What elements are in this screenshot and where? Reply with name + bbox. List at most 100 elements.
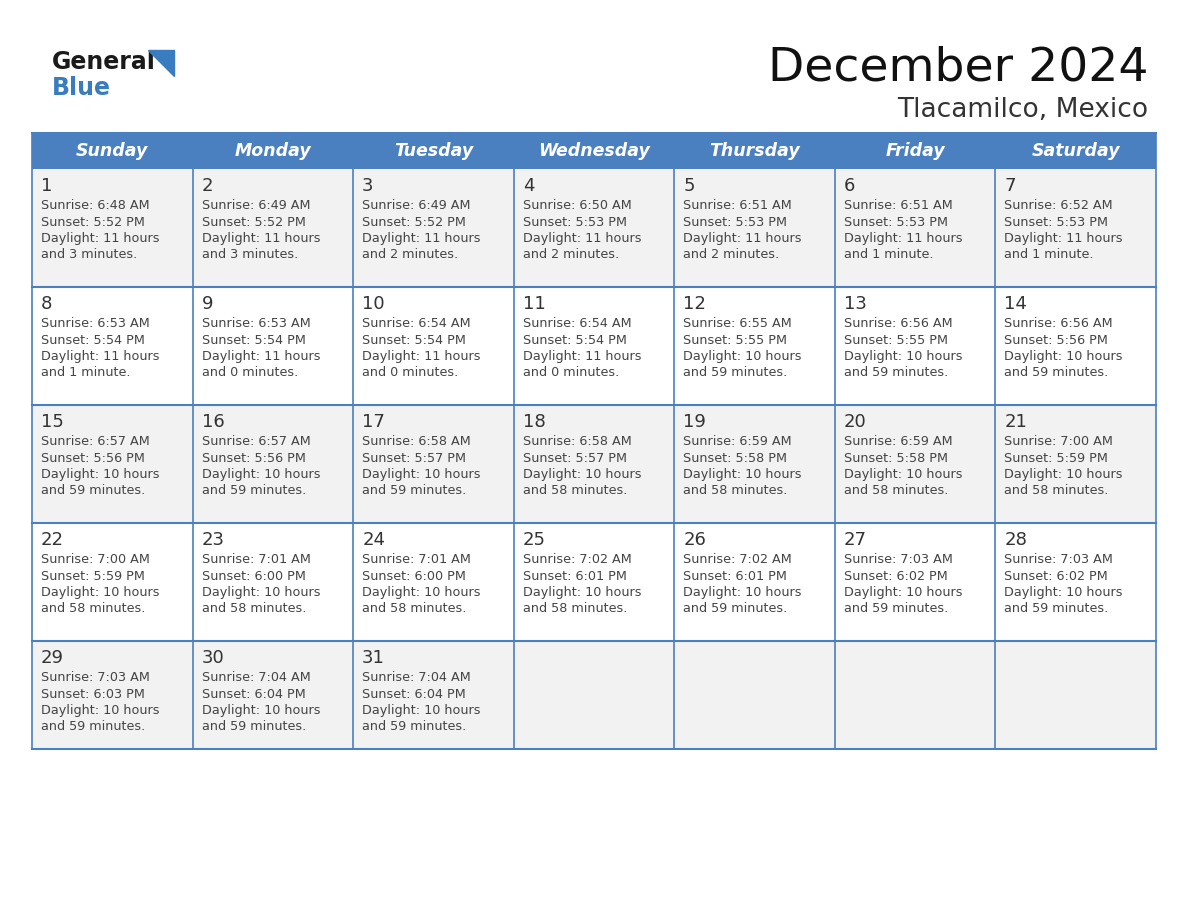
Text: Daylight: 11 hours: Daylight: 11 hours <box>362 232 481 245</box>
Text: 23: 23 <box>202 531 225 549</box>
Polygon shape <box>148 50 173 76</box>
Text: Daylight: 11 hours: Daylight: 11 hours <box>843 232 962 245</box>
Text: Sunset: 5:58 PM: Sunset: 5:58 PM <box>843 452 948 465</box>
Text: and 0 minutes.: and 0 minutes. <box>362 366 459 379</box>
Text: Daylight: 10 hours: Daylight: 10 hours <box>523 586 642 599</box>
Text: Daylight: 10 hours: Daylight: 10 hours <box>683 350 802 363</box>
Text: Daylight: 11 hours: Daylight: 11 hours <box>683 232 802 245</box>
Text: and 59 minutes.: and 59 minutes. <box>42 721 145 733</box>
Text: and 1 minute.: and 1 minute. <box>42 366 131 379</box>
Text: Sunrise: 6:51 AM: Sunrise: 6:51 AM <box>843 199 953 212</box>
Text: Sunset: 6:02 PM: Sunset: 6:02 PM <box>843 569 948 583</box>
Bar <box>32 133 1156 169</box>
Text: Daylight: 11 hours: Daylight: 11 hours <box>1004 232 1123 245</box>
Text: Sunset: 6:00 PM: Sunset: 6:00 PM <box>202 569 305 583</box>
Text: Sunrise: 6:56 AM: Sunrise: 6:56 AM <box>843 317 953 330</box>
Text: and 58 minutes.: and 58 minutes. <box>523 602 627 615</box>
Text: Sunrise: 7:01 AM: Sunrise: 7:01 AM <box>362 553 470 566</box>
Text: Daylight: 10 hours: Daylight: 10 hours <box>1004 468 1123 481</box>
Text: and 59 minutes.: and 59 minutes. <box>1004 366 1108 379</box>
Text: 30: 30 <box>202 649 225 667</box>
Text: 1: 1 <box>42 177 52 195</box>
Text: 6: 6 <box>843 177 855 195</box>
Text: Sunrise: 6:53 AM: Sunrise: 6:53 AM <box>202 317 310 330</box>
Text: 11: 11 <box>523 295 545 313</box>
Text: Sunset: 5:53 PM: Sunset: 5:53 PM <box>683 216 788 229</box>
Text: and 3 minutes.: and 3 minutes. <box>202 249 298 262</box>
Text: Sunset: 6:01 PM: Sunset: 6:01 PM <box>683 569 788 583</box>
Text: and 2 minutes.: and 2 minutes. <box>683 249 779 262</box>
Text: 12: 12 <box>683 295 706 313</box>
Text: Sunrise: 6:52 AM: Sunrise: 6:52 AM <box>1004 199 1113 212</box>
Text: 2: 2 <box>202 177 213 195</box>
Text: and 59 minutes.: and 59 minutes. <box>683 602 788 615</box>
Text: Daylight: 11 hours: Daylight: 11 hours <box>42 350 159 363</box>
Text: Sunrise: 6:56 AM: Sunrise: 6:56 AM <box>1004 317 1113 330</box>
Text: Thursday: Thursday <box>709 142 800 160</box>
Text: Daylight: 10 hours: Daylight: 10 hours <box>843 586 962 599</box>
Text: Blue: Blue <box>52 76 110 100</box>
Text: Daylight: 11 hours: Daylight: 11 hours <box>42 232 159 245</box>
Text: Daylight: 10 hours: Daylight: 10 hours <box>42 586 159 599</box>
Text: Sunset: 6:00 PM: Sunset: 6:00 PM <box>362 569 466 583</box>
Text: and 59 minutes.: and 59 minutes. <box>843 366 948 379</box>
Text: Sunset: 5:55 PM: Sunset: 5:55 PM <box>843 333 948 346</box>
Text: 4: 4 <box>523 177 535 195</box>
Text: Sunset: 5:54 PM: Sunset: 5:54 PM <box>362 333 466 346</box>
Text: Sunset: 5:53 PM: Sunset: 5:53 PM <box>843 216 948 229</box>
Text: Sunset: 5:53 PM: Sunset: 5:53 PM <box>523 216 627 229</box>
Text: Daylight: 10 hours: Daylight: 10 hours <box>1004 350 1123 363</box>
Text: Sunrise: 7:04 AM: Sunrise: 7:04 AM <box>202 671 310 684</box>
Text: and 58 minutes.: and 58 minutes. <box>42 602 145 615</box>
Text: 8: 8 <box>42 295 52 313</box>
Text: Friday: Friday <box>885 142 944 160</box>
Text: December 2024: December 2024 <box>767 46 1148 91</box>
Text: 21: 21 <box>1004 413 1028 431</box>
Text: Sunset: 5:57 PM: Sunset: 5:57 PM <box>523 452 627 465</box>
Text: Daylight: 11 hours: Daylight: 11 hours <box>362 350 481 363</box>
Text: 27: 27 <box>843 531 867 549</box>
Text: Daylight: 11 hours: Daylight: 11 hours <box>523 232 642 245</box>
Text: Daylight: 10 hours: Daylight: 10 hours <box>362 468 481 481</box>
Text: and 1 minute.: and 1 minute. <box>843 249 934 262</box>
Text: Sunrise: 6:59 AM: Sunrise: 6:59 AM <box>683 435 792 448</box>
Text: Sunrise: 6:54 AM: Sunrise: 6:54 AM <box>362 317 470 330</box>
Text: Sunrise: 6:54 AM: Sunrise: 6:54 AM <box>523 317 631 330</box>
Text: Sunday: Sunday <box>76 142 148 160</box>
Text: Sunset: 5:56 PM: Sunset: 5:56 PM <box>1004 333 1108 346</box>
Text: 28: 28 <box>1004 531 1028 549</box>
Text: Daylight: 10 hours: Daylight: 10 hours <box>683 468 802 481</box>
Text: Daylight: 10 hours: Daylight: 10 hours <box>202 704 320 717</box>
Text: Sunrise: 6:49 AM: Sunrise: 6:49 AM <box>362 199 470 212</box>
Text: Daylight: 10 hours: Daylight: 10 hours <box>362 586 481 599</box>
Text: Sunset: 5:59 PM: Sunset: 5:59 PM <box>1004 452 1108 465</box>
Text: and 3 minutes.: and 3 minutes. <box>42 249 138 262</box>
Text: Sunrise: 6:49 AM: Sunrise: 6:49 AM <box>202 199 310 212</box>
Text: Sunset: 6:02 PM: Sunset: 6:02 PM <box>1004 569 1108 583</box>
Text: Sunset: 6:04 PM: Sunset: 6:04 PM <box>202 688 305 700</box>
Text: Daylight: 10 hours: Daylight: 10 hours <box>843 468 962 481</box>
Text: 26: 26 <box>683 531 706 549</box>
Text: 5: 5 <box>683 177 695 195</box>
Text: and 58 minutes.: and 58 minutes. <box>362 602 467 615</box>
Text: Sunrise: 6:50 AM: Sunrise: 6:50 AM <box>523 199 632 212</box>
Text: Sunrise: 6:59 AM: Sunrise: 6:59 AM <box>843 435 953 448</box>
Text: Sunset: 5:55 PM: Sunset: 5:55 PM <box>683 333 788 346</box>
Text: Daylight: 10 hours: Daylight: 10 hours <box>843 350 962 363</box>
Text: and 2 minutes.: and 2 minutes. <box>523 249 619 262</box>
Text: and 58 minutes.: and 58 minutes. <box>202 602 307 615</box>
Text: Sunset: 5:52 PM: Sunset: 5:52 PM <box>202 216 305 229</box>
Text: 3: 3 <box>362 177 374 195</box>
Text: Daylight: 10 hours: Daylight: 10 hours <box>42 468 159 481</box>
Text: and 59 minutes.: and 59 minutes. <box>843 602 948 615</box>
Text: Sunrise: 6:53 AM: Sunrise: 6:53 AM <box>42 317 150 330</box>
Text: Sunset: 5:54 PM: Sunset: 5:54 PM <box>523 333 626 346</box>
Text: Daylight: 11 hours: Daylight: 11 hours <box>523 350 642 363</box>
Text: 31: 31 <box>362 649 385 667</box>
Bar <box>32 287 1156 405</box>
Text: 24: 24 <box>362 531 385 549</box>
Text: 14: 14 <box>1004 295 1028 313</box>
Text: and 58 minutes.: and 58 minutes. <box>523 485 627 498</box>
Text: Sunrise: 7:00 AM: Sunrise: 7:00 AM <box>42 553 150 566</box>
Text: Sunrise: 6:48 AM: Sunrise: 6:48 AM <box>42 199 150 212</box>
